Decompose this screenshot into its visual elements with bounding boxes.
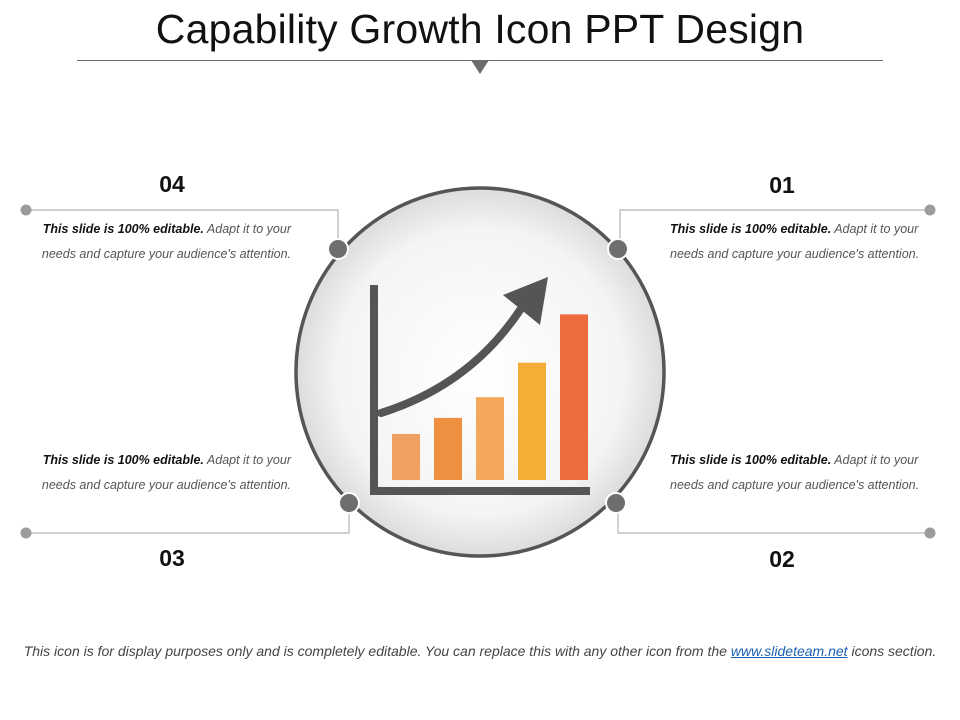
step-number-03: 03 bbox=[159, 545, 185, 571]
chart-bar-4 bbox=[518, 362, 546, 480]
ring-joints bbox=[327, 238, 629, 514]
joint-dot bbox=[338, 492, 360, 514]
step-description-text: Adapt it to your needs and capture your … bbox=[41, 453, 291, 492]
center-ring bbox=[294, 186, 666, 558]
x-axis bbox=[370, 487, 590, 495]
step-description-text: Adapt it to your needs and capture your … bbox=[41, 222, 291, 261]
step-description-01: This slide is 100% editable. Adapt it to… bbox=[670, 217, 940, 266]
bar-chart-growth-arrow-icon bbox=[370, 277, 590, 495]
slide-title: Capability Growth Icon PPT Design bbox=[155, 6, 805, 52]
step-number-01: 01 bbox=[769, 172, 795, 198]
step-number-02: 02 bbox=[769, 546, 795, 572]
endpoint-dot bbox=[20, 204, 32, 216]
chart-bars bbox=[392, 314, 588, 480]
step-description-text: Adapt it to your needs and capture your … bbox=[670, 222, 920, 261]
growth-arrow-shaft bbox=[377, 306, 524, 417]
step-description-bold: This slide is 100% editable. bbox=[42, 222, 204, 236]
step-description-bold: This slide is 100% editable. bbox=[670, 453, 832, 467]
footer-text-end: icons section. bbox=[847, 643, 937, 659]
step-description-02: This slide is 100% editable. Adapt it to… bbox=[670, 448, 940, 497]
connector-02 bbox=[617, 503, 930, 534]
joint-dot bbox=[607, 238, 629, 260]
y-axis bbox=[370, 285, 378, 495]
connector-01 bbox=[619, 209, 930, 249]
connector-endpoints bbox=[20, 204, 936, 539]
endpoint-dot bbox=[924, 204, 936, 216]
step-description-bold: This slide is 100% editable. bbox=[42, 453, 204, 467]
chart-bar-3 bbox=[476, 397, 504, 480]
step-description-03: This slide is 100% editable. Adapt it to… bbox=[21, 448, 291, 497]
footer-text: This icon is for display purposes only a… bbox=[23, 643, 731, 659]
chart-bar-2 bbox=[434, 417, 462, 480]
chart-bar-1 bbox=[392, 434, 420, 480]
step-number-04: 04 bbox=[159, 171, 185, 197]
step-description-text: Adapt it to your needs and capture your … bbox=[670, 453, 920, 492]
joint-dot bbox=[605, 492, 627, 514]
joint-dot bbox=[327, 238, 349, 260]
title-caret-icon bbox=[471, 60, 489, 74]
chart-bar-5 bbox=[560, 314, 588, 480]
step-description-bold: This slide is 100% editable. bbox=[670, 222, 832, 236]
growth-arrow-head bbox=[503, 277, 548, 325]
step-description-04: This slide is 100% editable. Adapt it to… bbox=[21, 217, 291, 266]
footer-note: This icon is for display purposes only a… bbox=[20, 642, 940, 661]
footer-link[interactable]: www.slideteam.net bbox=[730, 643, 848, 659]
endpoint-dot bbox=[924, 527, 936, 539]
endpoint-dot bbox=[20, 527, 32, 539]
connector-04 bbox=[26, 209, 339, 249]
connector-03 bbox=[26, 503, 350, 534]
